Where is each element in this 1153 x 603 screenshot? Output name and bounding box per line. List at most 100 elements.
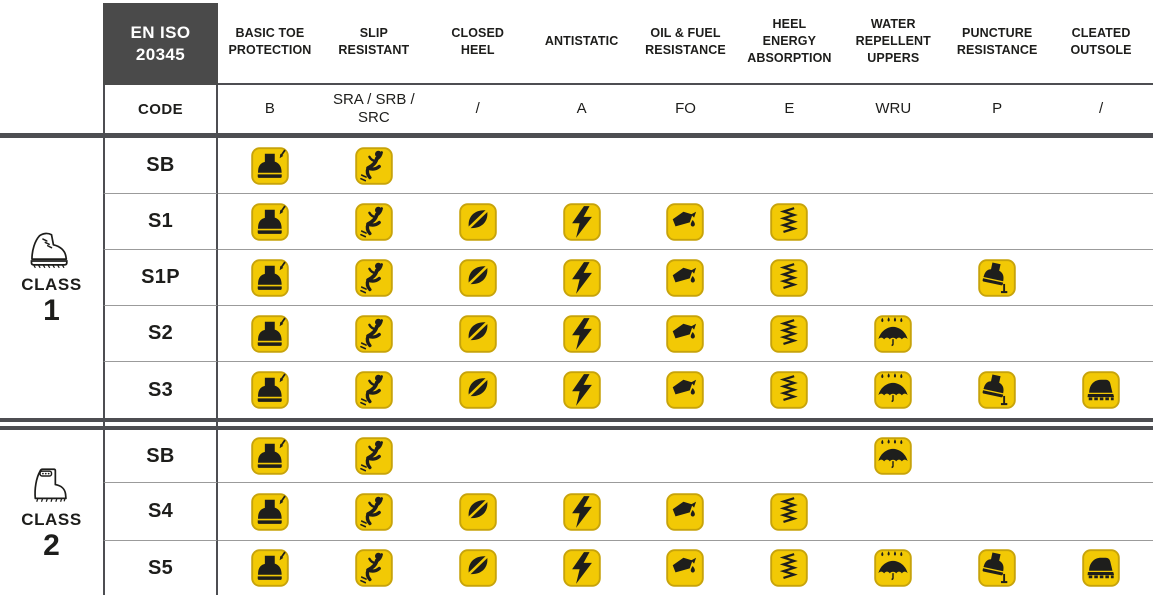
oil-fuel-resistance-icon xyxy=(666,371,705,409)
code-row-label: CODE xyxy=(103,85,218,133)
cell-class1-s1p-heel-energy-absorption xyxy=(737,250,842,306)
slip-resistant-icon xyxy=(355,549,393,587)
puncture-resistance-icon xyxy=(978,549,1016,587)
cell-class1-s1-slip-resistant xyxy=(321,194,426,250)
cell-class2-s4-slip-resistant xyxy=(321,483,426,541)
puncture-resistance-icon xyxy=(978,371,1016,409)
code-water-repellent-uppers: WRU xyxy=(875,100,912,117)
cell-class1-s2-puncture-resistance xyxy=(945,306,1050,362)
column-header-basic-toe-protection: BASIC TOE PROTECTION xyxy=(218,0,322,85)
cell-class2-s5-oil-fuel-resistance xyxy=(634,541,738,595)
code-slip-resistant: SRA / SRB / SRC xyxy=(332,91,415,126)
cell-class2-s5-water-repellent-uppers xyxy=(841,541,945,595)
cell-class1-s1p-puncture-resistance xyxy=(945,250,1050,306)
ankle-boot-icon xyxy=(25,230,79,272)
cell-class1-sb-puncture-resistance xyxy=(945,138,1050,194)
water-repellent-uppers-icon xyxy=(874,371,913,409)
oil-fuel-resistance-icon xyxy=(666,202,705,241)
cell-class1-s3-closed-heel xyxy=(426,362,530,418)
cell-class1-s1-cleated-outsole xyxy=(1049,194,1153,250)
class-number: 2 xyxy=(43,528,60,562)
closed-heel-icon xyxy=(458,258,497,297)
code-puncture-resistance: P xyxy=(992,100,1003,117)
closed-heel-icon xyxy=(458,492,497,531)
cell-class1-sb-slip-resistant xyxy=(321,138,426,194)
cell-class1-s1-antistatic xyxy=(529,194,634,250)
cell-class1-sb-oil-fuel-resistance xyxy=(633,138,738,194)
column-header-heel-energy-absorption: HEEL ENERGY ABSORPTION xyxy=(737,0,842,85)
toe-protection-icon xyxy=(251,549,289,587)
cell-class1-sb-toe-protection xyxy=(218,138,322,194)
cell-class2-sb-water-repellent-uppers xyxy=(841,430,946,483)
code-row-spacer xyxy=(0,85,103,133)
toe-protection-icon xyxy=(251,258,289,297)
cell-class2-s4-oil-fuel-resistance xyxy=(633,483,738,541)
cell-class2-s5-puncture-resistance xyxy=(945,541,1049,595)
cell-class2-s5-cleated-outsole xyxy=(1049,541,1153,595)
row-code-class1-sb: SB xyxy=(103,138,218,194)
cleated-outsole-icon xyxy=(1082,371,1120,409)
heel-energy-absorption-icon xyxy=(770,314,809,353)
cell-class2-sb-puncture-resistance xyxy=(945,430,1050,483)
cell-class2-sb-heel-energy-absorption xyxy=(737,430,842,483)
cell-class1-s1p-antistatic xyxy=(529,250,634,306)
closed-heel-icon xyxy=(458,202,497,241)
code-basic-toe-protection: B xyxy=(264,100,275,117)
cell-class2-s5-slip-resistant xyxy=(322,541,426,595)
antistatic-icon xyxy=(562,258,601,297)
slip-resistant-icon xyxy=(355,314,393,353)
cell-class1-s3-cleated-outsole xyxy=(1049,362,1153,418)
cell-class1-s1-heel-energy-absorption xyxy=(737,194,842,250)
cell-class1-s1p-oil-fuel-resistance xyxy=(633,250,738,306)
slip-resistant-icon xyxy=(355,258,393,297)
slip-resistant-icon xyxy=(355,437,393,475)
closed-heel-icon xyxy=(458,314,497,353)
class-divider-vline xyxy=(216,422,218,426)
row-code-class2-sb: SB xyxy=(103,430,218,483)
cell-class1-sb-closed-heel xyxy=(425,138,530,194)
cell-class1-s3-antistatic xyxy=(530,362,634,418)
row-code-class2-s4: S4 xyxy=(103,483,218,541)
cell-class1-s1p-slip-resistant xyxy=(321,250,426,306)
cell-class1-s3-heel-energy-absorption xyxy=(737,362,841,418)
toe-protection-icon xyxy=(251,371,289,409)
puncture-resistance-icon xyxy=(978,258,1016,297)
cell-class2-s4-closed-heel xyxy=(425,483,530,541)
cell-class2-s5-closed-heel xyxy=(426,541,530,595)
toe-protection-icon xyxy=(251,437,289,475)
cleated-outsole-icon xyxy=(1082,549,1120,587)
antistatic-icon xyxy=(562,314,601,353)
oil-fuel-resistance-icon xyxy=(666,258,705,297)
heel-energy-absorption-icon xyxy=(770,549,809,587)
row-code-class2-s5: S5 xyxy=(103,541,218,595)
cell-class1-s1p-cleated-outsole xyxy=(1049,250,1153,306)
antistatic-icon xyxy=(562,492,601,531)
cell-class2-s4-antistatic xyxy=(529,483,634,541)
slip-resistant-icon xyxy=(355,146,393,185)
cell-class1-s3-water-repellent-uppers xyxy=(841,362,945,418)
row-code-class1-s3: S3 xyxy=(103,362,218,418)
class-word: CLASS xyxy=(21,275,82,294)
cell-class2-s4-heel-energy-absorption xyxy=(737,483,842,541)
cell-class2-s5-toe-protection xyxy=(218,541,322,595)
cell-class1-sb-cleated-outsole xyxy=(1049,138,1153,194)
cell-class1-sb-heel-energy-absorption xyxy=(737,138,842,194)
heel-energy-absorption-icon xyxy=(770,202,809,241)
column-header-slip-resistant: SLIP RESISTANT xyxy=(321,0,426,85)
cell-class1-s1-puncture-resistance xyxy=(945,194,1050,250)
cell-class1-s2-closed-heel xyxy=(425,306,530,362)
cell-class2-s5-antistatic xyxy=(530,541,634,595)
closed-heel-icon xyxy=(458,549,497,587)
class-1-label: CLASS 1 xyxy=(0,138,103,418)
water-repellent-uppers-icon xyxy=(874,437,913,475)
closed-heel-icon xyxy=(458,371,497,409)
cell-class1-s1p-closed-heel xyxy=(425,250,530,306)
column-header-water-repellent-uppers: WATER REPELLENT UPPERS xyxy=(841,0,946,85)
row-code-class1-s1: S1 xyxy=(103,194,218,250)
cell-class1-s2-water-repellent-uppers xyxy=(841,306,946,362)
cell-class2-sb-oil-fuel-resistance xyxy=(633,430,738,483)
toe-protection-icon xyxy=(251,492,289,531)
code-antistatic: A xyxy=(576,100,587,117)
cell-class1-s3-puncture-resistance xyxy=(945,362,1049,418)
